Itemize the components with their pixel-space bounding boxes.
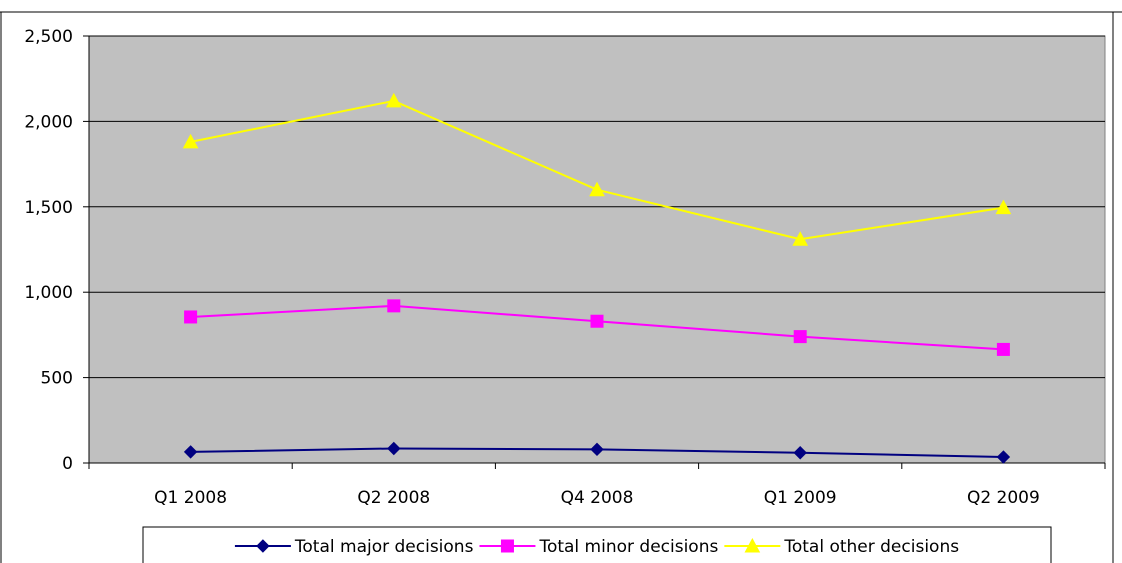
data-point (793, 330, 807, 344)
data-point (184, 310, 198, 324)
x-tick-label: Q4 2008 (561, 488, 634, 508)
data-point (387, 299, 401, 313)
legend-item-2: Total minor decisions (479, 537, 718, 557)
legend-box (142, 526, 1052, 563)
legend-marker (744, 537, 761, 553)
y-tick-label: 2,500 (24, 27, 73, 47)
gridlines (89, 35, 1105, 379)
series-3 (182, 92, 1012, 246)
y-axis-ticks: 0 500 1,000 1,500 2,000 2,500 (24, 27, 89, 474)
data-point (183, 445, 198, 459)
legend-label: Total minor decisions (538, 537, 718, 557)
legend-item-3: Total other decisions (724, 537, 959, 557)
legend-label: Total major decisions (294, 537, 474, 557)
y-tick-label: 2,000 (24, 112, 73, 132)
x-tick-label: Q2 2008 (357, 488, 430, 508)
data-point (589, 181, 605, 197)
data-point (793, 446, 807, 460)
data-point (996, 342, 1010, 356)
legend-marker (256, 539, 270, 553)
data-point (995, 199, 1012, 215)
data-point (387, 441, 401, 456)
data-point (590, 314, 604, 328)
y-tick-label: 0 (62, 454, 73, 474)
data-point (590, 442, 604, 457)
x-tick-label: Q2 2009 (967, 488, 1040, 508)
data-point (182, 133, 199, 149)
legend: Total major decisions Total minor decisio… (234, 537, 959, 557)
legend-item-1: Total major decisions (234, 537, 474, 557)
y-tick-label: 1,500 (24, 198, 73, 218)
data-point (385, 92, 402, 108)
data-point (792, 231, 809, 246)
y-tick-label: 1,000 (24, 283, 73, 303)
legend-label: Total other decisions (783, 537, 959, 557)
plot-area (88, 35, 1106, 464)
legend-marker (500, 539, 514, 553)
x-axis-ticks: Q1 2008 Q2 2008 Q4 2008 Q1 2009 Q2 2009 (88, 463, 1106, 508)
x-tick-label: Q1 2008 (154, 488, 227, 508)
y-tick-label: 500 (41, 369, 73, 389)
data-point (996, 450, 1011, 464)
axes (88, 36, 1105, 464)
series-layer (182, 92, 1012, 464)
series-1 (183, 441, 1011, 464)
series-2 (184, 299, 1010, 356)
x-tick-label: Q1 2009 (764, 488, 837, 508)
